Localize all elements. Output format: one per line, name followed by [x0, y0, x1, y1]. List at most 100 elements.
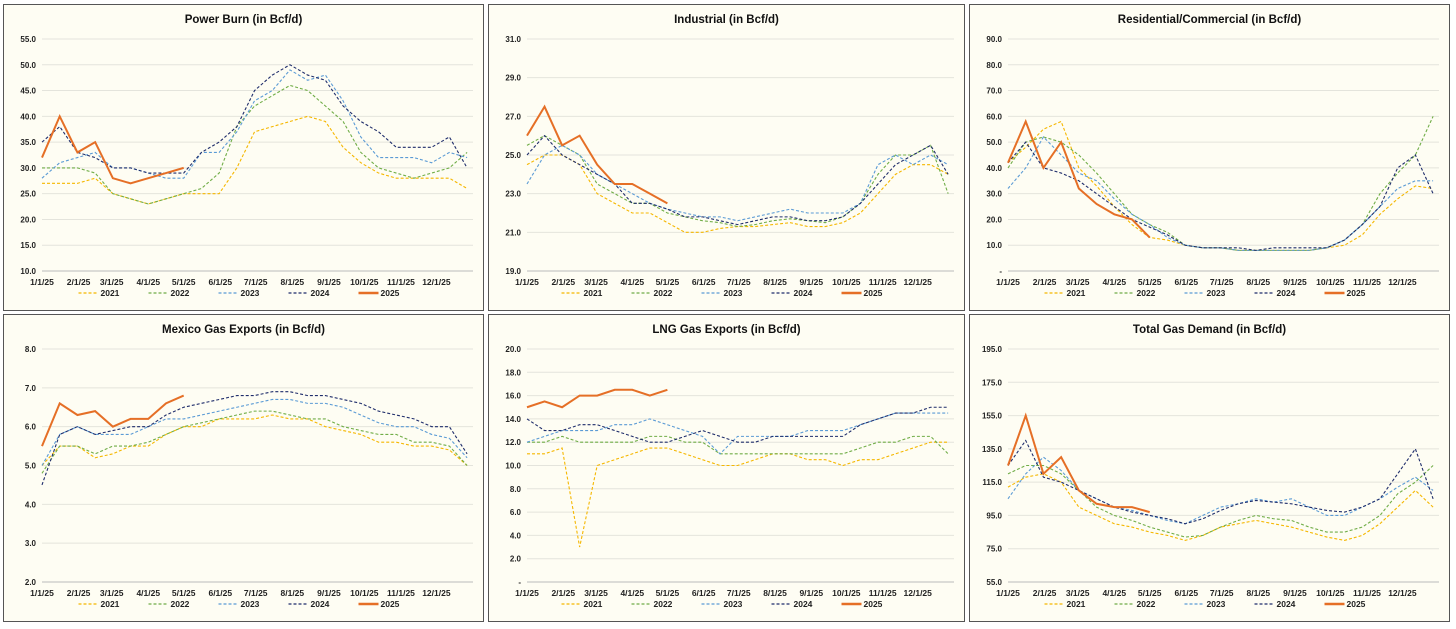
- x-tick-label: 2/1/25: [1033, 588, 1057, 598]
- y-tick-label: 21.0: [505, 228, 521, 237]
- y-tick-label: 8.0: [510, 485, 522, 494]
- x-tick-label: 3/1/25: [584, 588, 608, 598]
- y-tick-label: 18.0: [505, 368, 521, 377]
- series-line-2022: [41, 410, 468, 474]
- series-line-2022: [527, 435, 949, 455]
- y-tick-label: 155.0: [982, 412, 1003, 421]
- series-line-2022: [1007, 116, 1434, 251]
- y-tick-label: 30.0: [20, 164, 36, 173]
- y-tick-label: 4.0: [510, 531, 522, 540]
- x-tick-label: 1/1/25: [996, 588, 1020, 598]
- x-tick-label: 5/1/25: [1138, 588, 1162, 598]
- series-line-2023: [41, 69, 468, 179]
- series-line-2025: [1007, 118, 1151, 239]
- total-gas-demand-chart: Total Gas Demand (in Bcf/d) 55.0 75.0 95.0 1…: [969, 314, 1450, 622]
- chart-title: Residential/Commercial (in Bcf/d): [1117, 14, 1302, 26]
- x-tick-label: 6/1/25: [1174, 588, 1198, 598]
- x-tick-label: 3/1/25: [1066, 277, 1090, 287]
- x-tick-label: 10/1/25: [350, 277, 379, 287]
- y-tick-label: 20.0: [505, 345, 521, 354]
- x-tick-label: 11/1/25: [869, 588, 897, 598]
- x-tick-label: 2/1/25: [551, 588, 575, 598]
- series-line-2023: [41, 398, 468, 466]
- y-tick-label: 60.0: [986, 112, 1002, 121]
- series-line-2024: [526, 134, 949, 226]
- x-tick-label: 6/1/25: [692, 277, 716, 287]
- y-tick-label: 23.0: [505, 190, 521, 199]
- series-line-2021: [41, 414, 468, 466]
- x-tick-label: 2/1/25: [1033, 277, 1057, 287]
- series-line-2023: [526, 144, 949, 222]
- y-tick-label: 2.0: [25, 578, 37, 587]
- y-tick-label: 45.0: [20, 87, 36, 96]
- x-tick-label: 5/1/25: [656, 588, 680, 598]
- legend-label: 2021: [1067, 288, 1086, 298]
- chart-svg: 19.0 21.0 23.0 25.0 27.0 29.0 31.0 1/1/25 2/1/25…: [505, 35, 954, 298]
- x-tick-label: 8/1/25: [281, 277, 305, 287]
- x-tick-label: 3/1/25: [100, 277, 124, 287]
- legend-label: 2023: [1207, 599, 1226, 609]
- series-line-2021: [527, 441, 949, 548]
- x-tick-label: 8/1/25: [1247, 277, 1271, 287]
- x-tick-label: 3/1/25: [584, 277, 608, 287]
- series-line-2025: [526, 104, 668, 205]
- legend-label: 2025: [381, 599, 400, 609]
- chart-title: Total Gas Demand (in Bcf/d): [1132, 324, 1287, 336]
- y-tick-label: 16.0: [505, 392, 521, 401]
- legend-label: 2024: [1277, 599, 1296, 609]
- series-line-2022: [42, 84, 468, 205]
- x-tick-label: 2/1/25: [67, 277, 91, 287]
- x-tick-label: 12/1/25: [904, 277, 933, 287]
- legend-label: 2025: [864, 599, 883, 609]
- x-tick-label: 6/1/25: [208, 277, 232, 287]
- y-tick-label: 4.0: [25, 500, 37, 509]
- x-tick-label: 4/1/25: [136, 588, 160, 598]
- residential-commercial-chart: Residential/Commercial (in Bcf/d) - 10.0 20…: [969, 4, 1450, 311]
- chart-svg: 55.0 75.0 95.0 115.0 135.0 155.0 175.0 195.0 1/1…: [982, 345, 1439, 609]
- legend-label: 2023: [241, 288, 260, 298]
- x-tick-label: 5/1/25: [1138, 277, 1162, 287]
- y-tick-label: 3.0: [25, 539, 37, 548]
- y-tick-label: -: [518, 578, 521, 587]
- x-tick-label: 7/1/25: [727, 588, 751, 598]
- y-tick-label: 10.0: [20, 267, 36, 276]
- x-tick-label: 9/1/25: [317, 588, 341, 598]
- x-tick-label: 8/1/25: [763, 588, 787, 598]
- x-tick-label: 1/1/25: [30, 277, 54, 287]
- legend-label: 2023: [724, 288, 743, 298]
- x-tick-label: 11/1/25: [1353, 588, 1381, 598]
- x-tick-label: 6/1/25: [1174, 277, 1198, 287]
- x-tick-label: 6/1/25: [692, 588, 716, 598]
- legend-label: 2023: [241, 599, 260, 609]
- legend-label: 2023: [724, 599, 743, 609]
- y-tick-label: 25.0: [20, 190, 36, 199]
- y-tick-label: 27.0: [505, 112, 521, 121]
- legend-label: 2021: [101, 288, 120, 298]
- chart-svg: 2.0 3.0 4.0 5.0 6.0 7.0 8.0 1/1/25 2/1/25 3/1/25 4…: [25, 345, 473, 609]
- x-tick-label: 1/1/25: [515, 277, 539, 287]
- legend-label: 2021: [1067, 599, 1086, 609]
- y-tick-label: 29.0: [505, 74, 521, 83]
- legend-label: 2025: [1347, 288, 1366, 298]
- chart-title: Mexico Gas Exports (in Bcf/d): [162, 324, 325, 336]
- chart-title: LNG Gas Exports (in Bcf/d): [652, 324, 801, 336]
- legend-label: 2022: [654, 599, 673, 609]
- y-tick-label: 20.0: [986, 215, 1002, 224]
- y-tick-label: 6.0: [25, 423, 37, 432]
- y-tick-label: 50.0: [20, 61, 36, 70]
- x-tick-label: 1/1/25: [515, 588, 539, 598]
- x-tick-label: 9/1/25: [1283, 588, 1307, 598]
- x-tick-label: 10/1/25: [832, 277, 861, 287]
- y-tick-label: 7.0: [25, 384, 37, 393]
- y-tick-label: 135.0: [982, 445, 1003, 454]
- x-tick-label: 9/1/25: [799, 588, 823, 598]
- series-line-2021: [42, 115, 468, 205]
- x-tick-label: 3/1/25: [1066, 588, 1090, 598]
- x-tick-label: 7/1/25: [1210, 277, 1234, 287]
- legend-label: 2024: [1277, 288, 1296, 298]
- series-line-2024: [526, 406, 949, 443]
- x-tick-label: 7/1/25: [244, 588, 268, 598]
- x-tick-label: 4/1/25: [620, 277, 644, 287]
- x-tick-label: 9/1/25: [799, 277, 823, 287]
- x-tick-label: 4/1/25: [136, 277, 160, 287]
